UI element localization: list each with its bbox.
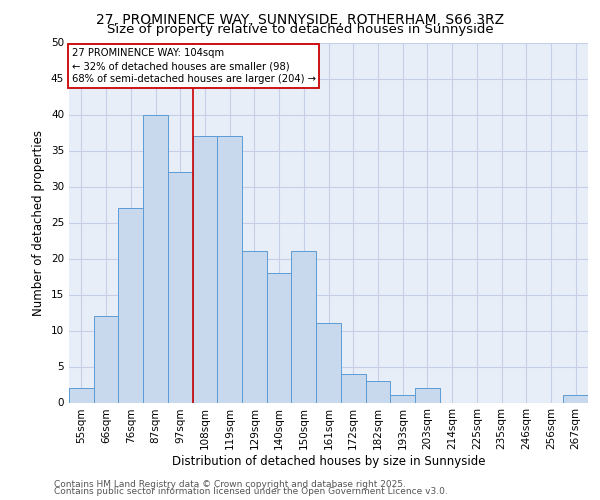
Bar (168, 172, 193, 402)
Bar (143, 114, 168, 403)
Bar (267, 273, 292, 402)
Bar (217, 136, 242, 402)
Bar (69, 388, 94, 402)
Bar (118, 208, 143, 402)
Bar (415, 388, 440, 402)
Bar (242, 252, 267, 402)
Bar (365, 381, 390, 402)
Text: Contains public sector information licensed under the Open Government Licence v3: Contains public sector information licen… (54, 488, 448, 496)
Bar (341, 374, 365, 402)
Bar (316, 324, 341, 402)
Y-axis label: Number of detached properties: Number of detached properties (32, 130, 46, 316)
Bar (390, 396, 415, 402)
Text: 27, PROMINENCE WAY, SUNNYSIDE, ROTHERHAM, S66 3RZ: 27, PROMINENCE WAY, SUNNYSIDE, ROTHERHAM… (96, 12, 504, 26)
X-axis label: Distribution of detached houses by size in Sunnyside: Distribution of detached houses by size … (172, 455, 485, 468)
Text: Contains HM Land Registry data © Crown copyright and database right 2025.: Contains HM Land Registry data © Crown c… (54, 480, 406, 489)
Text: Size of property relative to detached houses in Sunnyside: Size of property relative to detached ho… (107, 22, 493, 36)
Bar (193, 136, 217, 402)
Text: 27 PROMINENCE WAY: 104sqm
← 32% of detached houses are smaller (98)
68% of semi-: 27 PROMINENCE WAY: 104sqm ← 32% of detac… (71, 48, 316, 84)
Bar (563, 396, 588, 402)
Bar (94, 316, 118, 402)
Bar (292, 252, 316, 402)
